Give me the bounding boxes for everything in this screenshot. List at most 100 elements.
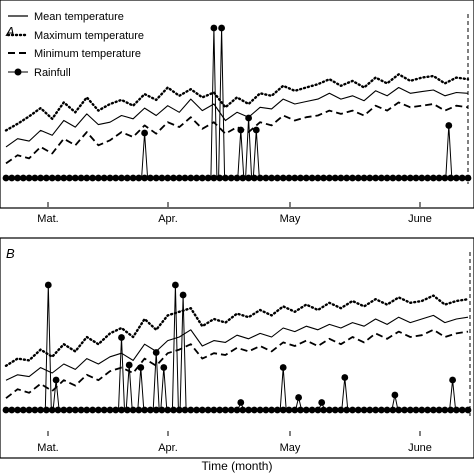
rainfall-point	[250, 174, 258, 182]
rainfall-spike-point	[279, 364, 287, 371]
rainfall-point	[453, 174, 460, 182]
rainfall-point	[366, 174, 374, 182]
rainfall-point	[268, 406, 275, 414]
rainfall-point	[441, 406, 449, 414]
rainfall-spike-point	[449, 376, 456, 384]
rainfall-point	[147, 406, 154, 414]
panel-b-label: B	[6, 246, 15, 261]
x-tick-label: Mat.	[37, 442, 58, 454]
rainfall-point	[193, 174, 201, 182]
rainfall-point	[204, 174, 212, 182]
rainfall-point	[204, 406, 212, 414]
series-dotted-line	[4, 73, 470, 132]
rainfall-spike-point	[295, 394, 302, 401]
rainfall-spike-point	[44, 281, 52, 289]
rainfall-point	[412, 174, 420, 182]
panel-b-x-ticks: Mat. Apr. May June	[37, 431, 432, 454]
rainfall-spike	[44, 284, 52, 411]
rainfall-point	[343, 174, 351, 182]
legend: Mean temperature Maximum temperature Min…	[6, 11, 144, 79]
x-tick-label: Apr.	[158, 213, 178, 225]
rainfall-point	[418, 406, 426, 414]
rainfall-point	[227, 406, 235, 414]
rainfall-point	[141, 406, 149, 414]
rainfall-point	[193, 406, 201, 414]
x-tick-label: June	[408, 213, 432, 225]
rainfall-point	[262, 174, 270, 182]
rainfall-point	[37, 406, 44, 414]
rainfall-spike-point	[137, 364, 145, 371]
rainfall-spike-point	[210, 24, 218, 32]
series-solid-line	[5, 314, 469, 381]
rainfall-spike-point	[237, 126, 245, 134]
rainfall-spike	[449, 379, 457, 411]
rainfall-point	[372, 406, 379, 414]
rainfall-point	[135, 174, 143, 182]
rainfall-spike-point	[152, 349, 160, 356]
rainfall-point	[216, 406, 224, 414]
x-tick-label: May	[280, 213, 301, 225]
rainfall-point	[48, 174, 56, 182]
rainfall-point	[326, 406, 333, 414]
rainfall-point	[19, 174, 27, 182]
rainfall-point	[100, 406, 108, 414]
rainfall-point	[406, 406, 414, 414]
x-tick-label: Apr.	[158, 442, 178, 454]
rainfall-point	[187, 174, 195, 182]
rainfall-spike-point	[245, 114, 253, 122]
rainfall-point	[337, 406, 345, 414]
rainfall-point	[302, 406, 310, 414]
rainfall-point	[129, 174, 137, 182]
rainfall-point	[19, 406, 27, 414]
rainfall-spike	[279, 367, 287, 411]
rainfall-point	[349, 174, 356, 182]
rainfall-point	[314, 174, 322, 182]
rainfall-point	[320, 174, 327, 182]
rainfall-point	[112, 406, 120, 414]
rainfall-point	[71, 174, 79, 182]
rainfall-spike	[141, 132, 149, 179]
rainfall-point	[112, 174, 120, 182]
rainfall-point	[2, 174, 10, 182]
rainfall-point	[71, 406, 79, 414]
rainfall-point	[308, 174, 316, 182]
rainfall-point	[8, 174, 16, 182]
rainfall-point	[100, 174, 108, 182]
rainfall-point	[181, 174, 189, 182]
rainfall-point	[464, 406, 472, 414]
rainfall-point	[25, 406, 33, 414]
rainfall-spike-point	[252, 126, 260, 134]
rainfall-spike	[210, 27, 218, 179]
rainfall-spike-point	[172, 281, 179, 289]
rainfall-point	[123, 406, 131, 414]
rainfall-point	[48, 406, 56, 414]
rainfall-point	[227, 174, 235, 182]
rainfall-point	[233, 406, 241, 414]
rainfall-spike-point	[237, 399, 245, 406]
rainfall-point	[279, 406, 287, 414]
rainfall-point	[343, 406, 351, 414]
rainfall-point	[366, 406, 374, 414]
rainfall-point	[210, 174, 218, 182]
rainfall-spike-point	[141, 129, 149, 137]
rainfall-spike-point	[118, 334, 125, 341]
rainfall-point	[135, 406, 143, 414]
legend-text-max: Maximum temperature	[34, 30, 144, 42]
rainfall-point	[239, 406, 247, 414]
rainfall-point	[354, 174, 362, 182]
rainfall-point	[412, 406, 420, 414]
rainfall-point	[262, 406, 270, 414]
rainfall-point	[360, 406, 368, 414]
rainfall-point	[406, 174, 414, 182]
rainfall-point	[77, 174, 85, 182]
series-dotted-line	[4, 294, 470, 367]
rainfall-spike	[237, 129, 245, 179]
rainfall-point	[256, 174, 264, 182]
rainfall-point	[95, 174, 102, 182]
panel-a-frame	[0, 0, 474, 209]
rainfall-point	[430, 406, 437, 414]
rainfall-point	[418, 174, 426, 182]
rainfall-spike-point	[125, 361, 133, 369]
panel-a-label: A	[5, 24, 15, 39]
rainfall-spike	[118, 337, 125, 411]
